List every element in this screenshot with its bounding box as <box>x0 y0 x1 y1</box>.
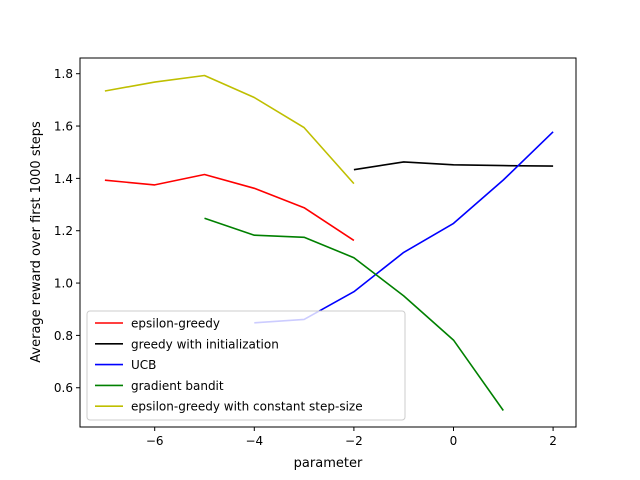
y-tick-label: 1.4 <box>54 172 73 186</box>
legend-box <box>86 310 406 421</box>
x-tick-label: −6 <box>146 434 164 448</box>
x-tick-label: 0 <box>450 434 458 448</box>
plot-area-frame <box>79 57 577 428</box>
x-axis-ticks: −6 −4 −2 0 2 <box>146 427 557 448</box>
series-line-gradient-bandit <box>204 217 504 411</box>
legend-label-greedy-with-initialization: greedy with initialization <box>131 337 279 351</box>
y-axis-ticks: 0.6 0.8 1.0 1.2 1.4 1.6 1.8 <box>54 67 80 395</box>
legend: epsilon-greedy greedy with initialization… <box>86 310 406 421</box>
legend-label-epsilon-greedy: epsilon-greedy <box>131 317 220 331</box>
y-tick-label: 1.2 <box>54 224 73 238</box>
legend-label-gradient-bandit: gradient bandit <box>131 379 224 393</box>
legend-label-epsilon-greedy-with-constant-step-size: epsilon-greedy with constant step-size <box>131 400 363 414</box>
y-tick-label: 0.8 <box>54 329 73 343</box>
series-line-epsilon-greedy-with-constant-step-size <box>104 74 355 185</box>
series-line-epsilon-greedy <box>104 173 355 242</box>
x-tick-label: −2 <box>345 434 363 448</box>
y-tick-label: 1.8 <box>54 67 73 81</box>
x-tick-label: 2 <box>549 434 557 448</box>
series-line-greedy-with-initialization <box>353 161 554 171</box>
x-axis-label: parameter <box>294 456 363 471</box>
x-tick-label: −4 <box>245 434 263 448</box>
y-tick-label: 0.6 <box>54 381 73 395</box>
y-axis-label: Average reward over first 1000 steps <box>29 121 44 363</box>
y-tick-label: 1.0 <box>54 277 73 291</box>
legend-label-ucb: UCB <box>131 358 156 372</box>
y-tick-label: 1.6 <box>54 120 73 134</box>
